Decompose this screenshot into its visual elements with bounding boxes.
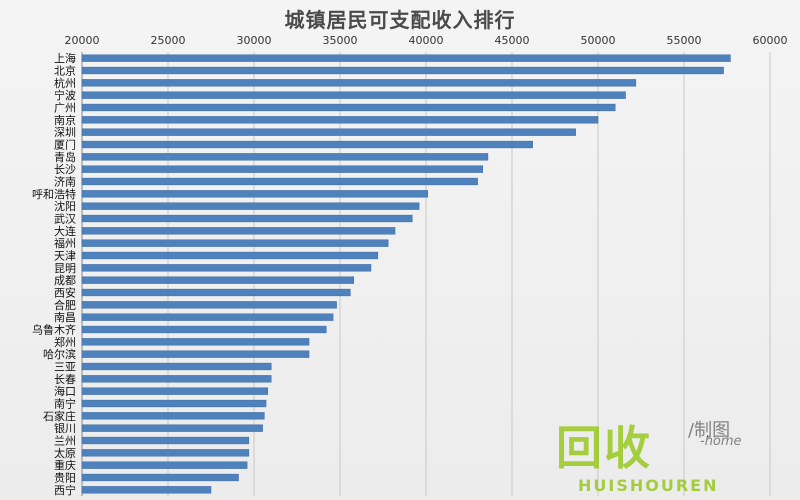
- bar: [81, 239, 389, 247]
- y-category-label: 大连: [54, 224, 76, 238]
- bar: [81, 325, 327, 334]
- y-category-label: 北京: [54, 64, 76, 78]
- y-category-label: 长春: [54, 373, 76, 386]
- y-category-label: 成都: [54, 274, 76, 287]
- y-category-label: 杭州: [54, 76, 76, 90]
- y-category-label: 重庆: [54, 458, 76, 472]
- y-category-label: 三亚: [54, 361, 76, 374]
- y-category-label: 海口: [54, 384, 76, 398]
- bar: [81, 66, 724, 75]
- bar: [81, 461, 248, 469]
- y-category-label: 太原: [54, 447, 76, 460]
- bar: [81, 91, 626, 99]
- y-category-label: 西安: [54, 286, 76, 300]
- bar: [81, 412, 265, 420]
- bar: [81, 375, 272, 383]
- watermark-logo-subtext: HUISHOUREN: [578, 476, 719, 495]
- bar: [81, 251, 379, 260]
- y-category-label: 昆明: [54, 262, 76, 275]
- bar: [81, 128, 576, 136]
- bar: [81, 54, 731, 62]
- bar: [81, 140, 533, 149]
- watermark-small-text: /制图: [688, 420, 731, 441]
- bar: [81, 436, 250, 445]
- y-category-label: 武汉: [54, 213, 76, 226]
- bar: [81, 79, 637, 87]
- x-tick-label: 55000: [667, 34, 702, 47]
- bar: [81, 264, 372, 272]
- y-category-label: 南宁: [54, 397, 76, 411]
- y-category-label: 兰州: [54, 435, 76, 448]
- bar: [81, 424, 263, 432]
- y-category-label: 广州: [54, 102, 76, 115]
- y-category-label: 青岛: [54, 150, 76, 164]
- x-tick-label: 40000: [409, 34, 444, 47]
- x-tick-label: 35000: [323, 34, 358, 47]
- x-tick-label: 60000: [753, 34, 788, 47]
- bar: [81, 338, 310, 346]
- x-tick-label: 25000: [151, 34, 186, 47]
- y-category-label: 西宁: [54, 483, 76, 497]
- y-category-label: 哈尔滨: [43, 347, 76, 361]
- x-tick-label: 20000: [65, 34, 100, 47]
- bar: [81, 362, 272, 371]
- bar: [81, 214, 413, 223]
- bar: [81, 165, 484, 173]
- bar: [81, 449, 250, 457]
- y-category-label: 郑州: [54, 335, 76, 349]
- bar: [81, 288, 351, 297]
- bar: [81, 227, 396, 235]
- x-tick-label: 30000: [237, 34, 272, 47]
- y-category-label: 合肥: [54, 298, 76, 312]
- bar: [81, 153, 489, 161]
- bar: [81, 387, 269, 395]
- y-category-label: 石家庄: [43, 409, 76, 423]
- y-category-label: 上海: [54, 51, 76, 65]
- x-tick-label: 50000: [581, 34, 616, 47]
- y-category-label: 厦门: [54, 138, 76, 152]
- y-category-label: 长沙: [54, 163, 76, 176]
- bar: [81, 177, 478, 186]
- y-category-label: 南京: [54, 113, 76, 127]
- y-category-label: 南昌: [54, 311, 76, 324]
- bar: [81, 190, 428, 198]
- y-category-label: 天津: [54, 250, 76, 263]
- y-category-label: 贵阳: [54, 472, 76, 485]
- y-category-label: 宁波: [54, 88, 76, 102]
- y-category-label: 济南: [54, 175, 76, 189]
- x-tick-label: 45000: [495, 34, 530, 47]
- y-category-label: 呼和浩特: [32, 187, 76, 201]
- bar: [81, 313, 334, 321]
- y-category-label: 银川: [54, 421, 76, 435]
- y-category-label: 福州: [54, 236, 76, 250]
- bar: [81, 473, 239, 482]
- bar: [81, 486, 212, 494]
- bar: [81, 399, 267, 408]
- bar: [81, 116, 599, 124]
- watermark-small-subtext: -home: [700, 434, 742, 449]
- bar: [81, 103, 616, 112]
- y-category-label: 深圳: [54, 126, 76, 139]
- bar: [81, 276, 355, 284]
- watermark-logo-text: 回收: [556, 421, 652, 475]
- chart-title: 城镇居民可支配收入排行: [284, 8, 516, 32]
- y-category-label: 沈阳: [54, 199, 76, 213]
- y-category-label: 乌鲁木齐: [32, 323, 76, 337]
- bar: [81, 350, 310, 358]
- bar: [81, 202, 420, 210]
- bar: [81, 301, 337, 309]
